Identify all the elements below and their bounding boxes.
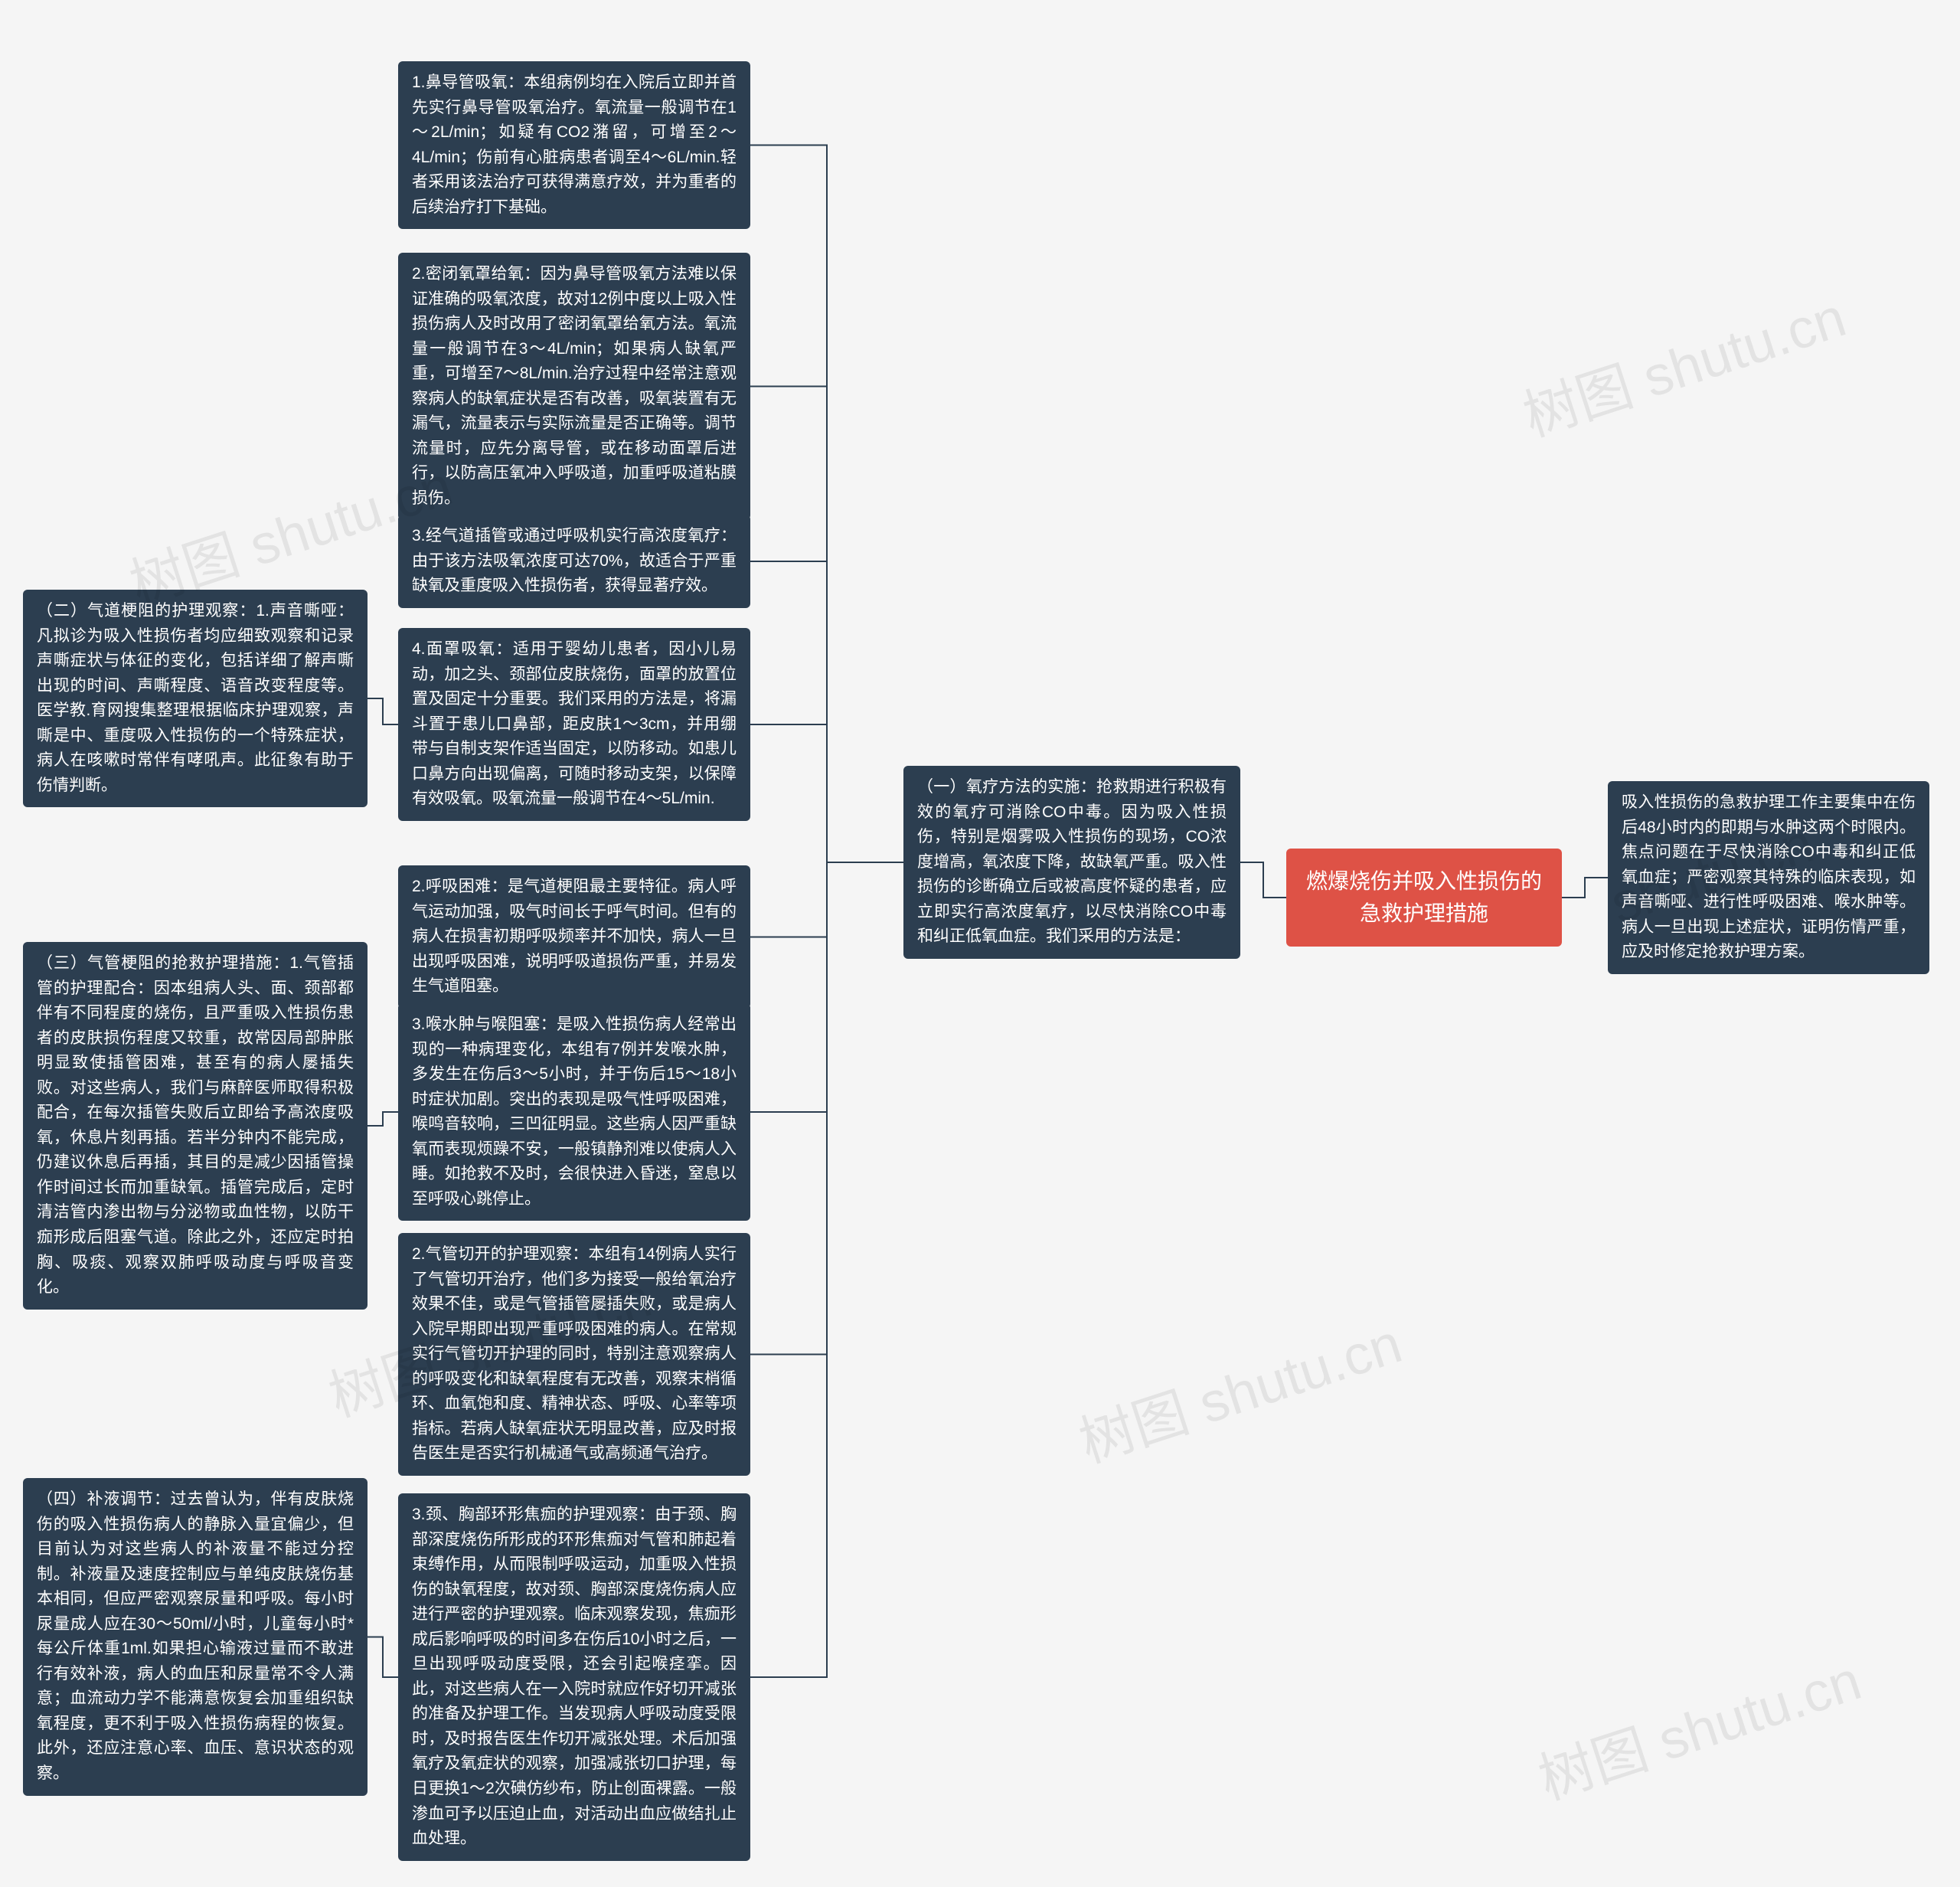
col2-text-2: 2.密闭氧罩给氧：因为鼻导管吸氧方法难以保证准确的吸氧浓度，故对12例中度以上吸… [412,265,737,507]
right-summary-text: 吸入性损伤的急救护理工作主要集中在伤后48小时内的即期与水肿这两个时限内。焦点问… [1622,793,1916,960]
col3-text-3: （四）补液调节：过去曾认为，伴有皮肤烧伤的吸入性损伤病人的静脉入量宜偏少，但目前… [37,1490,354,1782]
root-node: 燃爆烧伤并吸入性损伤的 急救护理措施 [1286,849,1562,947]
section-1-text: （一）氧疗方法的实施：抢救期进行积极有效的氧疗可消除CO中毒。因为吸入性损伤，特… [917,778,1227,945]
col2-node-5: 2.呼吸困难：是气道梗阻最主要特征。病人呼气运动加强，吸气时间长于呼气时间。但有… [398,865,750,1009]
col2-text-7: 2.气管切开的护理观察：本组有14例病人实行了气管切开治疗，他们多为接受一般给氧… [412,1245,737,1462]
watermark: 树图 shutu.cn [1067,1298,1410,1478]
col2-node-3: 3.经气道插管或通过呼吸机实行高浓度氧疗：由于该方法吸氧浓度可达70%，故适合于… [398,515,750,608]
col2-node-2: 2.密闭氧罩给氧：因为鼻导管吸氧方法难以保证准确的吸氧浓度，故对12例中度以上吸… [398,253,750,520]
col2-text-3: 3.经气道插管或通过呼吸机实行高浓度氧疗：由于该方法吸氧浓度可达70%，故适合于… [412,527,737,594]
col2-node-7: 2.气管切开的护理观察：本组有14例病人实行了气管切开治疗，他们多为接受一般给氧… [398,1233,750,1476]
col2-text-4: 4.面罩吸氧：适用于婴幼儿患者，因小儿易动，加之头、颈部位皮肤烧伤，面罩的放置位… [412,640,737,807]
col3-node-2: （三）气管梗阻的抢救护理措施：1.气管插管的护理配合：因本组病人头、面、颈部都伴… [23,942,368,1310]
col2-text-8: 3.颈、胸部环形焦痂的护理观察：由于颈、胸部深度烧伤所形成的环形焦痂对气管和肺起… [412,1506,737,1847]
col3-text-2: （三）气管梗阻的抢救护理措施：1.气管插管的护理配合：因本组病人头、面、颈部都伴… [37,954,354,1296]
root-text: 燃爆烧伤并吸入性损伤的 急救护理措施 [1306,869,1542,925]
watermark: 树图 shutu.cn [1511,272,1854,452]
watermark: 树图 shutu.cn [1527,1635,1869,1815]
col3-node-1: （二）气道梗阻的护理观察：1.声音嘶哑：凡拟诊为吸入性损伤者均应细致观察和记录声… [23,590,368,807]
col2-text-1: 1.鼻导管吸氧：本组病例均在入院后立即并首先实行鼻导管吸氧治疗。氧流量一般调节在… [412,74,737,216]
col2-text-5: 2.呼吸困难：是气道梗阻最主要特征。病人呼气运动加强，吸气时间长于呼气时间。但有… [412,878,737,995]
col2-node-4: 4.面罩吸氧：适用于婴幼儿患者，因小儿易动，加之头、颈部位皮肤烧伤，面罩的放置位… [398,628,750,821]
right-summary-node: 吸入性损伤的急救护理工作主要集中在伤后48小时内的即期与水肿这两个时限内。焦点问… [1608,781,1929,974]
mindmap-canvas: 燃爆烧伤并吸入性损伤的 急救护理措施 吸入性损伤的急救护理工作主要集中在伤后48… [0,0,1960,1887]
col3-text-1: （二）气道梗阻的护理观察：1.声音嘶哑：凡拟诊为吸入性损伤者均应细致观察和记录声… [37,602,354,794]
col2-node-1: 1.鼻导管吸氧：本组病例均在入院后立即并首先实行鼻导管吸氧治疗。氧流量一般调节在… [398,61,750,229]
col2-text-6: 3.喉水肿与喉阻塞：是吸入性损伤病人经常出现的一种病理变化，本组有7例并发喉水肿… [412,1015,737,1208]
col3-node-3: （四）补液调节：过去曾认为，伴有皮肤烧伤的吸入性损伤病人的静脉入量宜偏少，但目前… [23,1478,368,1796]
section-1-node: （一）氧疗方法的实施：抢救期进行积极有效的氧疗可消除CO中毒。因为吸入性损伤，特… [903,766,1240,959]
col2-node-8: 3.颈、胸部环形焦痂的护理观察：由于颈、胸部深度烧伤所形成的环形焦痂对气管和肺起… [398,1493,750,1861]
col2-node-6: 3.喉水肿与喉阻塞：是吸入性损伤病人经常出现的一种病理变化，本组有7例并发喉水肿… [398,1003,750,1221]
